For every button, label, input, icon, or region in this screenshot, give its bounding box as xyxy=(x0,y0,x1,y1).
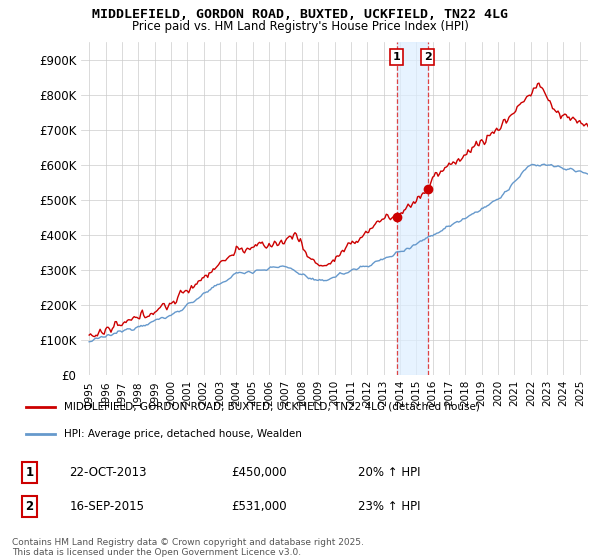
Text: 2: 2 xyxy=(25,500,34,513)
Text: 23% ↑ HPI: 23% ↑ HPI xyxy=(358,500,420,513)
Text: Price paid vs. HM Land Registry's House Price Index (HPI): Price paid vs. HM Land Registry's House … xyxy=(131,20,469,32)
Text: 1: 1 xyxy=(393,52,401,62)
Text: HPI: Average price, detached house, Wealden: HPI: Average price, detached house, Weal… xyxy=(64,430,302,440)
Text: £450,000: £450,000 xyxy=(231,466,287,479)
Text: MIDDLEFIELD, GORDON ROAD, BUXTED, UCKFIELD, TN22 4LG (detached house): MIDDLEFIELD, GORDON ROAD, BUXTED, UCKFIE… xyxy=(64,402,480,412)
Bar xyxy=(397,42,428,375)
Text: £531,000: £531,000 xyxy=(231,500,287,513)
Text: 16-SEP-2015: 16-SEP-2015 xyxy=(70,500,145,513)
Text: 2: 2 xyxy=(424,52,431,62)
Text: Contains HM Land Registry data © Crown copyright and database right 2025.
This d: Contains HM Land Registry data © Crown c… xyxy=(12,538,364,557)
Text: 20% ↑ HPI: 20% ↑ HPI xyxy=(358,466,420,479)
Text: 22-OCT-2013: 22-OCT-2013 xyxy=(70,466,147,479)
Text: MIDDLEFIELD, GORDON ROAD, BUXTED, UCKFIELD, TN22 4LG: MIDDLEFIELD, GORDON ROAD, BUXTED, UCKFIE… xyxy=(92,8,508,21)
Text: 1: 1 xyxy=(25,466,34,479)
